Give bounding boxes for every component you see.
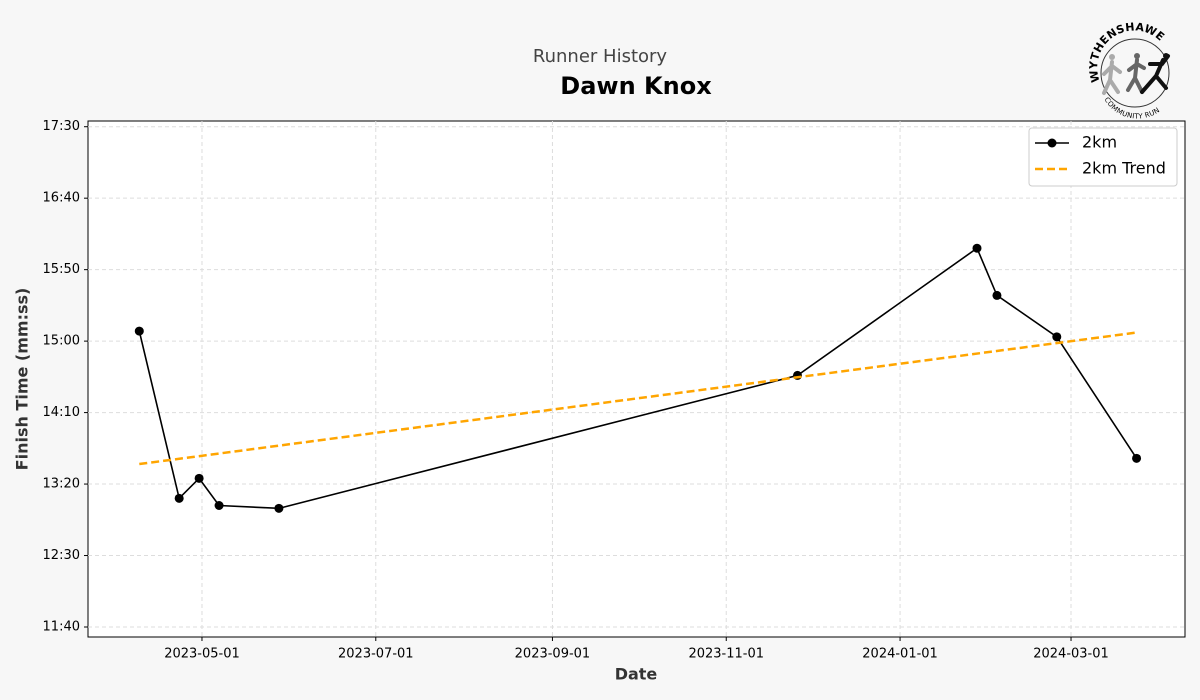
y-tick-label: 15:50 [43, 262, 80, 277]
point [134, 326, 144, 336]
x-tick-label: 2023-11-01 [688, 647, 764, 662]
legend: 2km 2km Trend [1028, 127, 1178, 187]
point [1052, 332, 1062, 342]
y-tick-label: 12:30 [43, 548, 80, 563]
y-tick-label: 13:20 [43, 477, 80, 492]
x-tick-label: 2023-09-01 [515, 647, 591, 662]
x-tick-label: 2023-07-01 [338, 647, 414, 662]
series-line [138, 246, 1138, 510]
y-tick-label: 17:30 [43, 119, 80, 134]
point [174, 493, 184, 503]
legend-label: 2km Trend [1082, 159, 1166, 178]
y-tick-label: 14:10 [43, 405, 80, 420]
x-axis-label: Date [615, 665, 658, 684]
chart-subtitle: Runner History [533, 46, 668, 67]
legend-marker [1047, 138, 1057, 148]
x-tick-label: 2024-03-01 [1033, 647, 1109, 662]
y-tick-label: 15:00 [43, 334, 80, 349]
y-tick-label: 11:40 [43, 619, 80, 634]
y-tick-label: 16:40 [43, 191, 80, 206]
y-axis-label: Finish Time (mm:ss) [13, 288, 32, 471]
x-tick-label: 2023-05-01 [164, 647, 240, 662]
point [972, 243, 982, 253]
x-tick-label: 2024-01-01 [862, 647, 938, 662]
logo-ring [1100, 38, 1170, 108]
chart-title: Dawn Knox [560, 72, 712, 100]
point [1132, 453, 1142, 463]
plot-area [87, 120, 1186, 638]
point [194, 473, 204, 483]
point [214, 500, 224, 510]
legend-label: 2km [1082, 133, 1117, 152]
logo-runners [1102, 53, 1170, 95]
point [992, 290, 1002, 300]
point [274, 503, 284, 513]
